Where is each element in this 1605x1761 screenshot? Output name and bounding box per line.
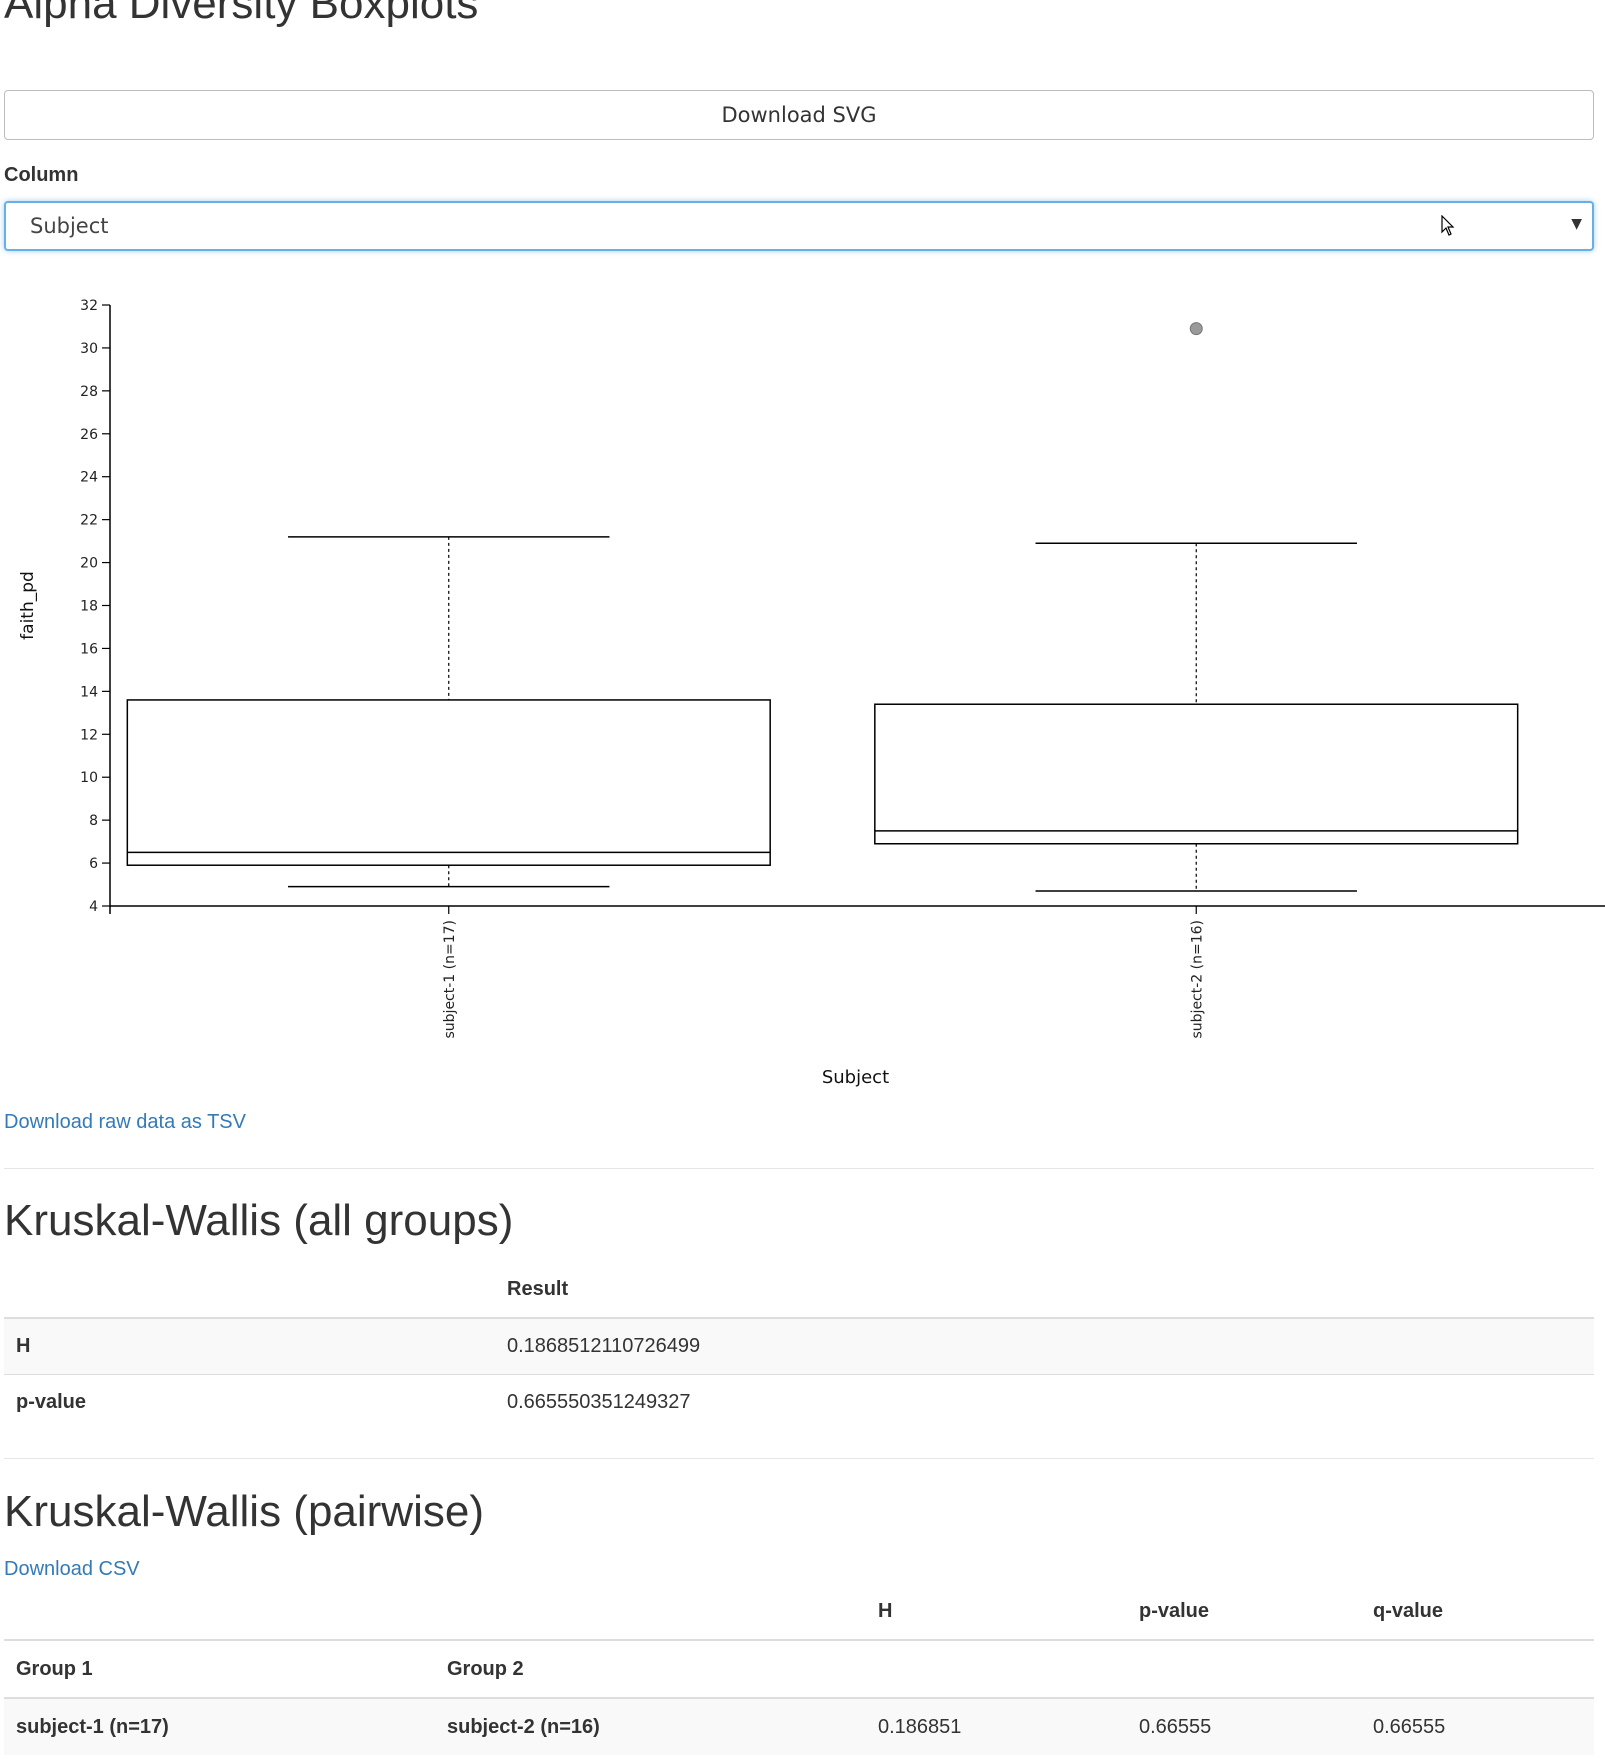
cell-group-2: subject-2 (n=16) (447, 1715, 600, 1738)
table-header-group-2: Group 2 (435, 1639, 866, 1699)
y-tick-label: 20 (80, 556, 98, 572)
table-header-q-value: q-value (1373, 1599, 1444, 1622)
y-tick-label: 28 (80, 384, 98, 400)
row-value-h: 0.1868512110726499 (495, 1317, 1594, 1375)
table-header-blank (4, 1262, 495, 1319)
outlier-point (1189, 322, 1203, 336)
x-tick-label: subject-2 (n=16) (1189, 920, 1205, 1039)
download-tsv-link[interactable]: Download raw data as TSV (4, 1111, 246, 1133)
cell-q-value: 0.66555 (1373, 1715, 1446, 1738)
row-label-p-value: p-value (4, 1374, 495, 1430)
table-row: p-value 0.665550351249327 (4, 1374, 1594, 1430)
kw-pairwise-heading: Kruskal-Wallis (pairwise) (4, 1487, 484, 1536)
y-tick-label: 18 (80, 599, 98, 615)
y-tick-label: 14 (80, 684, 98, 700)
download-csv-link[interactable]: Download CSV (4, 1558, 140, 1580)
divider (4, 1458, 1594, 1459)
kw-pairwise-table: H p-value q-value Group 1 Group 2 subjec… (4, 1583, 1594, 1755)
kw-all-table: Result H 0.1868512110726499 p-value 0.66… (4, 1262, 1594, 1430)
y-tick-label: 24 (80, 470, 98, 486)
y-tick-label: 12 (80, 727, 98, 743)
row-value-p-value: 0.665550351249327 (495, 1374, 1594, 1430)
y-tick-label: 30 (80, 341, 98, 357)
table-header-p-value: p-value (1139, 1599, 1210, 1622)
y-tick-label: 8 (89, 813, 98, 829)
y-tick-label: 26 (80, 427, 98, 443)
column-select[interactable]: Subject ▼ (4, 201, 1594, 251)
download-svg-button[interactable]: Download SVG (4, 90, 1594, 140)
cell-h: 0.186851 (878, 1715, 962, 1738)
box (874, 703, 1519, 845)
table-header-blank (1361, 1639, 1594, 1699)
table-header-blank (435, 1583, 866, 1640)
table-row: H 0.1868512110726499 (4, 1317, 1594, 1375)
row-label-h: H (4, 1317, 495, 1375)
column-select-value: Subject (30, 214, 109, 238)
table-header-blank (1127, 1639, 1361, 1699)
table-header-h: H (878, 1599, 893, 1622)
y-tick-label: 10 (80, 770, 98, 786)
y-axis-label: faith_pd (18, 571, 38, 640)
x-axis-label: Subject (822, 1067, 889, 1088)
cell-p-value: 0.66555 (1139, 1715, 1212, 1738)
box (126, 699, 771, 866)
x-tick-label: subject-1 (n=17) (442, 920, 458, 1039)
cell-group-1: subject-1 (n=17) (16, 1715, 169, 1738)
page-title: Alpha Diversity Boxplots (4, 0, 479, 28)
table-header-blank (866, 1639, 1127, 1699)
y-tick-label: 16 (80, 641, 98, 657)
chevron-down-icon: ▼ (1571, 216, 1582, 232)
y-tick-label: 32 (80, 298, 98, 314)
y-tick-label: 22 (80, 513, 98, 529)
y-tick-label: 4 (89, 899, 98, 915)
table-header-blank (4, 1583, 435, 1640)
column-label: Column (4, 164, 79, 186)
y-tick-label: 6 (89, 856, 98, 872)
table-header-result: Result (495, 1262, 1594, 1319)
mouse-cursor-icon (1441, 215, 1455, 236)
kw-all-heading: Kruskal-Wallis (all groups) (4, 1196, 514, 1245)
table-header-group-1: Group 1 (4, 1639, 435, 1699)
divider (4, 1168, 1594, 1169)
table-row: subject-1 (n=17) subject-2 (n=16) 0.1868… (4, 1698, 1594, 1755)
boxplot-chart: 4 6 8 10 12 14 16 18 20 22 24 26 28 30 32 faith_pd Subje… (18, 298, 1605, 1088)
